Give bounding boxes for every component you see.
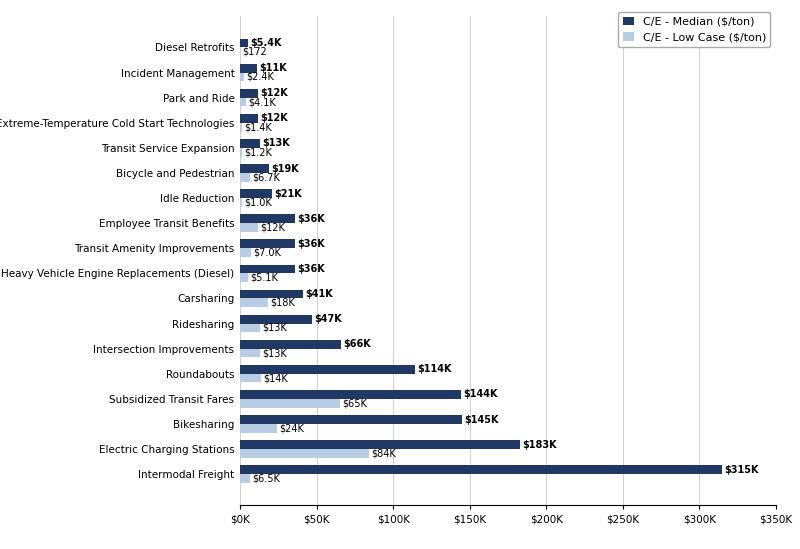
Bar	[240, 72, 244, 81]
Text: $13K: $13K	[262, 138, 290, 148]
Bar	[240, 214, 295, 223]
Text: $14K: $14K	[264, 373, 289, 383]
Text: $18K: $18K	[270, 298, 294, 308]
Text: $315K: $315K	[725, 464, 759, 475]
Bar	[240, 198, 242, 207]
Text: $41K: $41K	[305, 289, 333, 299]
Text: $5.4K: $5.4K	[250, 38, 282, 48]
Bar	[240, 466, 722, 474]
Text: $13K: $13K	[262, 323, 287, 333]
Legend: C/E - Median ($/ton), C/E - Low Case ($/ton): C/E - Median ($/ton), C/E - Low Case ($/…	[618, 12, 770, 47]
Bar	[240, 239, 295, 248]
Bar	[240, 148, 242, 156]
Bar	[240, 440, 520, 449]
Bar	[240, 64, 257, 72]
Text: $36K: $36K	[298, 214, 325, 224]
Bar	[240, 390, 461, 399]
Text: $144K: $144K	[463, 389, 498, 400]
Bar	[240, 415, 462, 424]
Text: $4.1K: $4.1K	[249, 97, 276, 107]
Bar	[240, 265, 295, 273]
Bar	[240, 223, 258, 232]
Text: $145K: $145K	[464, 414, 499, 424]
Bar	[240, 323, 260, 332]
Text: $12K: $12K	[261, 113, 289, 124]
Text: $2.4K: $2.4K	[246, 72, 274, 82]
Bar	[240, 173, 250, 182]
Bar	[240, 38, 248, 47]
Bar	[240, 449, 369, 458]
Text: $36K: $36K	[298, 239, 325, 249]
Bar	[240, 474, 250, 483]
Bar	[240, 424, 277, 433]
Bar	[240, 374, 262, 383]
Bar	[240, 299, 267, 307]
Text: $183K: $183K	[522, 440, 557, 450]
Text: $1.0K: $1.0K	[244, 198, 271, 208]
Bar	[240, 189, 272, 198]
Bar	[240, 399, 339, 407]
Text: $13K: $13K	[262, 348, 287, 358]
Bar	[240, 164, 269, 173]
Bar	[240, 248, 250, 257]
Text: $6.5K: $6.5K	[252, 473, 280, 484]
Bar	[240, 123, 242, 132]
Text: $5.1K: $5.1K	[250, 273, 278, 283]
Text: $1.4K: $1.4K	[245, 122, 272, 132]
Text: $11K: $11K	[259, 63, 287, 73]
Bar	[240, 315, 312, 323]
Text: $84K: $84K	[371, 449, 396, 458]
Text: $172: $172	[242, 47, 267, 57]
Text: $19K: $19K	[271, 164, 299, 173]
Text: $1.2K: $1.2K	[244, 147, 272, 157]
Bar	[240, 98, 246, 107]
Bar	[240, 114, 258, 123]
Bar	[240, 290, 302, 299]
Text: $66K: $66K	[343, 339, 371, 349]
Bar	[240, 273, 248, 282]
Text: $24K: $24K	[279, 423, 304, 433]
Text: $12K: $12K	[261, 222, 286, 233]
Bar	[240, 139, 260, 148]
Bar	[240, 340, 341, 349]
Bar	[240, 365, 414, 374]
Bar	[240, 349, 260, 357]
Text: $7.0K: $7.0K	[253, 248, 281, 257]
Bar	[240, 89, 258, 98]
Text: $36K: $36K	[298, 264, 325, 274]
Text: $6.7K: $6.7K	[253, 172, 281, 182]
Text: $114K: $114K	[417, 365, 451, 374]
Text: $65K: $65K	[342, 398, 366, 408]
Text: $47K: $47K	[314, 314, 342, 324]
Text: $21K: $21K	[274, 189, 302, 199]
Text: $12K: $12K	[261, 88, 289, 98]
